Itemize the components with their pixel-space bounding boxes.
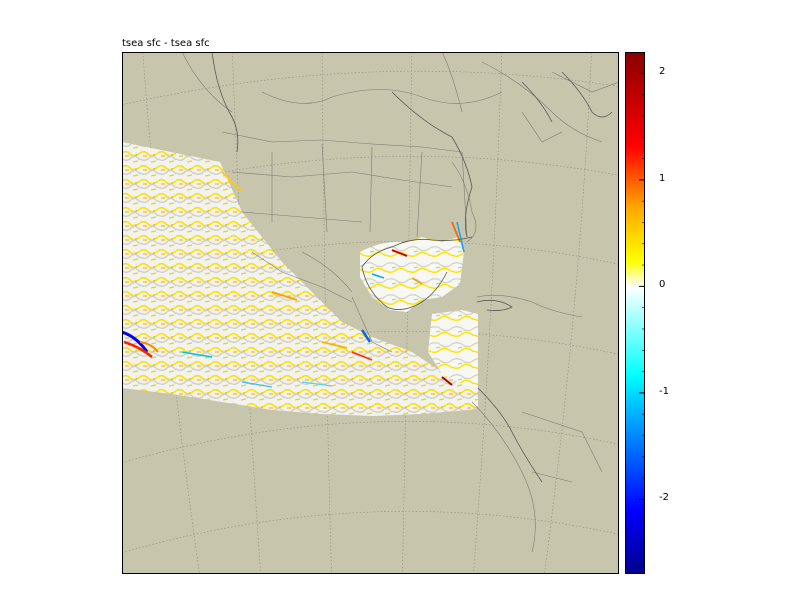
colorbar [625,52,645,574]
coastlines [211,52,613,483]
colorbar-tick-label: -2 [659,492,669,504]
colorbar-tick-label: 2 [659,66,666,78]
colorbar-tick-label: -1 [659,385,669,397]
colorbar-tick-label: 0 [659,279,666,291]
gulf-data-field [360,237,464,312]
pacific-data-field [122,142,478,416]
boundaries [181,52,619,553]
caribbean-data-field [428,310,478,388]
anomaly-highlights [122,171,465,388]
plot-title: tsea sfc - tsea sfc [122,38,210,49]
colorbar-tick-label: 1 [659,172,666,184]
map-panel [122,52,619,574]
